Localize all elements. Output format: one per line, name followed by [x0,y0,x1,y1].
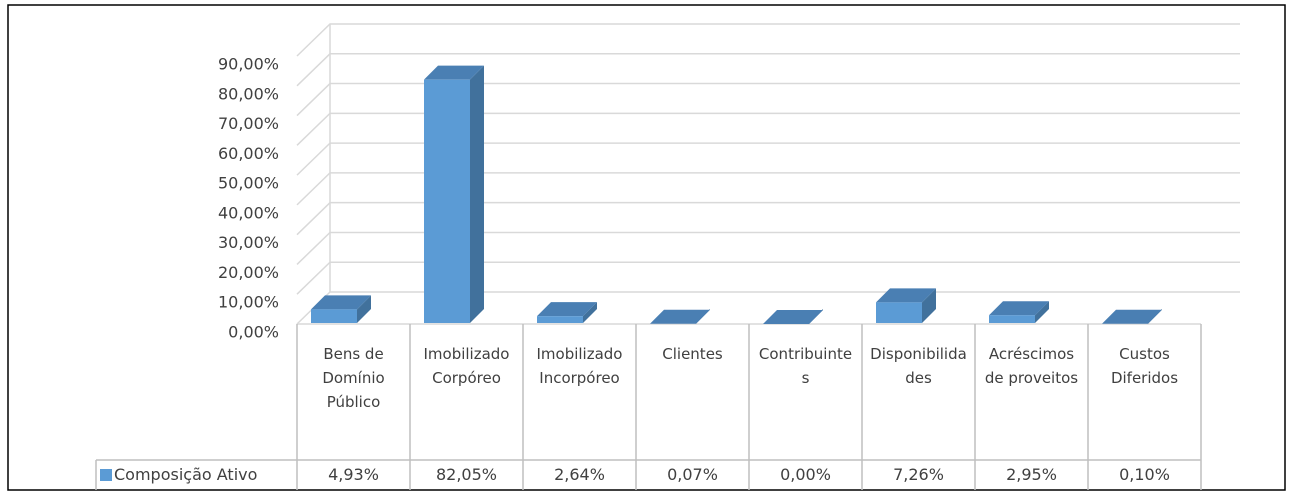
bar-top [1102,309,1162,324]
x-tick-label: Imobilizado Corpóreo [423,345,510,387]
grid-line [296,82,1240,117]
bar-top [763,310,823,324]
y-tick-label: 10,00% [218,293,279,312]
grid-line [296,172,1240,206]
legend-swatch [100,469,112,481]
y-tick-label: 70,00% [218,114,279,133]
x-tick-label: Contribuintes [758,345,853,387]
y-tick-label: 50,00% [218,174,279,193]
x-tick-label: Disponibilidades [870,345,967,387]
grid-line [296,112,1240,146]
data-table-value: 2,95% [1006,465,1057,484]
bar [537,316,583,323]
y-tick-label: 0,00% [228,323,279,342]
x-tick-label: Clientes [662,345,723,363]
bar-side [1035,301,1049,323]
grid-line [296,201,1240,236]
bar-top [989,301,1049,316]
bar-top [311,295,371,310]
data-table-value: 0,10% [1119,465,1170,484]
grid-line [296,142,1240,176]
bar-top [424,65,484,80]
bar [876,302,922,323]
x-tick-label: Imobilizado Incorpóreo [536,345,623,387]
bar-top [650,309,710,324]
bar-side [922,288,936,323]
bar [989,315,1035,323]
data-table-value: 0,00% [780,465,831,484]
y-tick-label: 60,00% [218,144,279,163]
grid-line [296,261,1240,295]
x-tick-label: Bens de Domínio Público [322,345,385,411]
chart-border [7,4,1286,491]
grid-line [296,231,1240,265]
data-table-value: 7,26% [893,465,944,484]
grid-line [296,23,1240,57]
bar-top [537,302,597,317]
bar-side [470,65,484,323]
data-table-value: 0,07% [667,465,718,484]
bar [311,309,357,323]
bar [424,79,470,323]
grid-line [296,291,1240,325]
bar-side [357,295,371,323]
y-tick-label: 20,00% [218,263,279,282]
y-tick-label: 90,00% [218,55,279,74]
bar-side [583,302,597,323]
bar-top [876,288,936,303]
y-tick-label: 30,00% [218,233,279,252]
y-tick-label: 80,00% [218,84,279,103]
y-tick-label: 40,00% [218,203,279,222]
x-tick-label: Custos Diferidos [1110,345,1179,387]
x-tick-label: Acréscimos de proveitos [984,345,1079,387]
data-table-value: 2,64% [554,465,605,484]
legend-label: Composição Ativo [114,465,258,484]
data-table-value: 4,93% [328,465,379,484]
data-table-value: 82,05% [435,465,497,484]
grid-line [296,53,1240,87]
